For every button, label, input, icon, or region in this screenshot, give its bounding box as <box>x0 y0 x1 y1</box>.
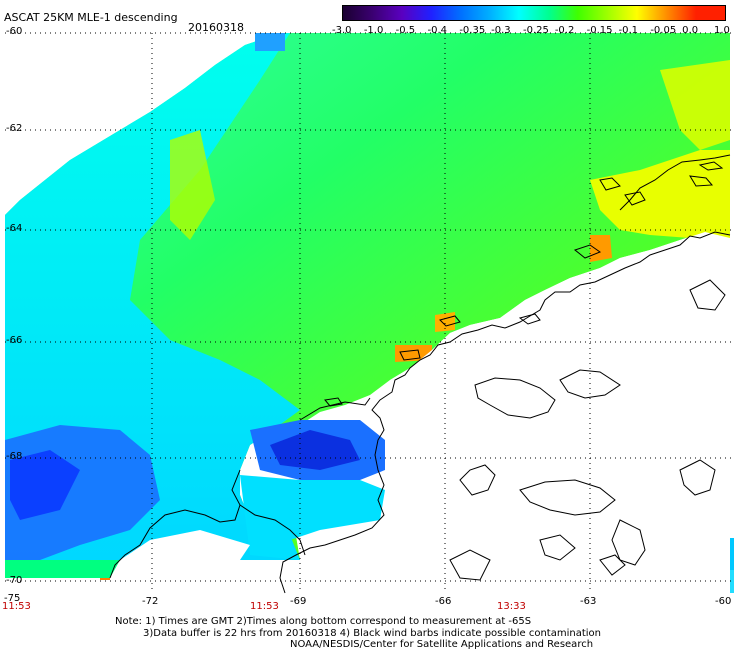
colorbar-tick-label: -0.1 <box>618 25 639 36</box>
data-field-blue-sw-inner <box>10 450 80 520</box>
colorbar-segment <box>548 6 579 20</box>
time-label: 13:33 <box>497 601 526 612</box>
colorbar-tick-label: -0.05 <box>650 25 677 36</box>
lat-label: -66 <box>6 335 23 346</box>
lat-label: -70 <box>6 575 23 586</box>
data-field-yellow-east <box>660 60 730 150</box>
colorbar-segment <box>401 6 432 20</box>
data-field-blue-center-inner <box>270 430 360 470</box>
colorbar-segment <box>372 6 402 20</box>
lon-label: -69 <box>290 596 307 607</box>
colorbar-segment <box>343 6 373 20</box>
note-line-2: 3)Data buffer is 22 hrs from 20160318 4)… <box>143 628 601 639</box>
data-field-cyan-bottom <box>240 475 385 560</box>
data-field-topnotch <box>255 33 285 51</box>
colorbar-segment <box>695 6 726 20</box>
colorbar-segment <box>578 6 608 20</box>
data-field-yellow-center <box>170 130 215 240</box>
land-mask <box>300 232 730 593</box>
colorbar <box>342 5 726 21</box>
data-field-bottom-strip <box>5 560 120 578</box>
colorbar-tick-label: -0.35 <box>459 25 486 36</box>
lat-label: -64 <box>6 223 23 234</box>
colorbar-tick-label: -3.0 <box>332 25 352 36</box>
colorbar-tick-label: -0.15 <box>586 25 613 36</box>
colorbar-segment <box>431 6 461 20</box>
map-title: ASCAT 25KM MLE-1 descending <box>4 11 178 24</box>
lon-label: -75 <box>4 593 21 604</box>
colorbar-tick-label: -0.4 <box>427 25 448 36</box>
lon-label: -66 <box>435 596 452 607</box>
note-line-3: NOAA/NESDIS/Center for Satellite Applica… <box>290 639 594 650</box>
colorbar-tick-label: -1.0 <box>363 25 384 36</box>
colorbar-segment <box>636 6 667 20</box>
lon-label: -72 <box>142 596 159 607</box>
colorbar-tick-label: -0.2 <box>554 25 575 36</box>
lat-label: -60 <box>6 26 23 37</box>
lon-label: -63 <box>580 596 597 607</box>
colorbar-tick-label: -0.25 <box>523 25 549 36</box>
colorbar-labels: -3.0 -1.0 -0.5 -0.4 -0.35 -0.3 -0.25 -0.2 -0.15-… <box>330 25 740 37</box>
colorbar-tick-label: 1.0 <box>714 25 730 36</box>
lat-label: -62 <box>6 123 23 134</box>
lon-label: -60 <box>715 596 732 607</box>
coastlines <box>109 154 731 594</box>
data-field-orange-coast <box>590 235 612 262</box>
colorbar-segment <box>666 6 696 20</box>
lat-label: -68 <box>6 451 23 462</box>
map-date: 20160318 <box>188 21 244 34</box>
data-field-yellow-coast <box>590 150 730 238</box>
graticule <box>5 32 735 593</box>
colorbar-tick-label: -0.3 <box>491 25 511 36</box>
colorbar-segment <box>460 6 490 20</box>
time-label: 11:53 <box>2 601 31 612</box>
colorbar-segment <box>489 6 520 20</box>
time-label: 11:53 <box>250 601 279 612</box>
colorbar-tick-label: -0.5 <box>395 25 416 36</box>
colorbar-segment <box>607 6 637 20</box>
land-mask-2 <box>120 530 250 560</box>
note-line-1: Note: 1) Times are GMT 2)Times along bot… <box>115 616 532 627</box>
colorbar-tick-label: 0.0 <box>682 25 699 36</box>
colorbar-segment <box>519 6 549 20</box>
